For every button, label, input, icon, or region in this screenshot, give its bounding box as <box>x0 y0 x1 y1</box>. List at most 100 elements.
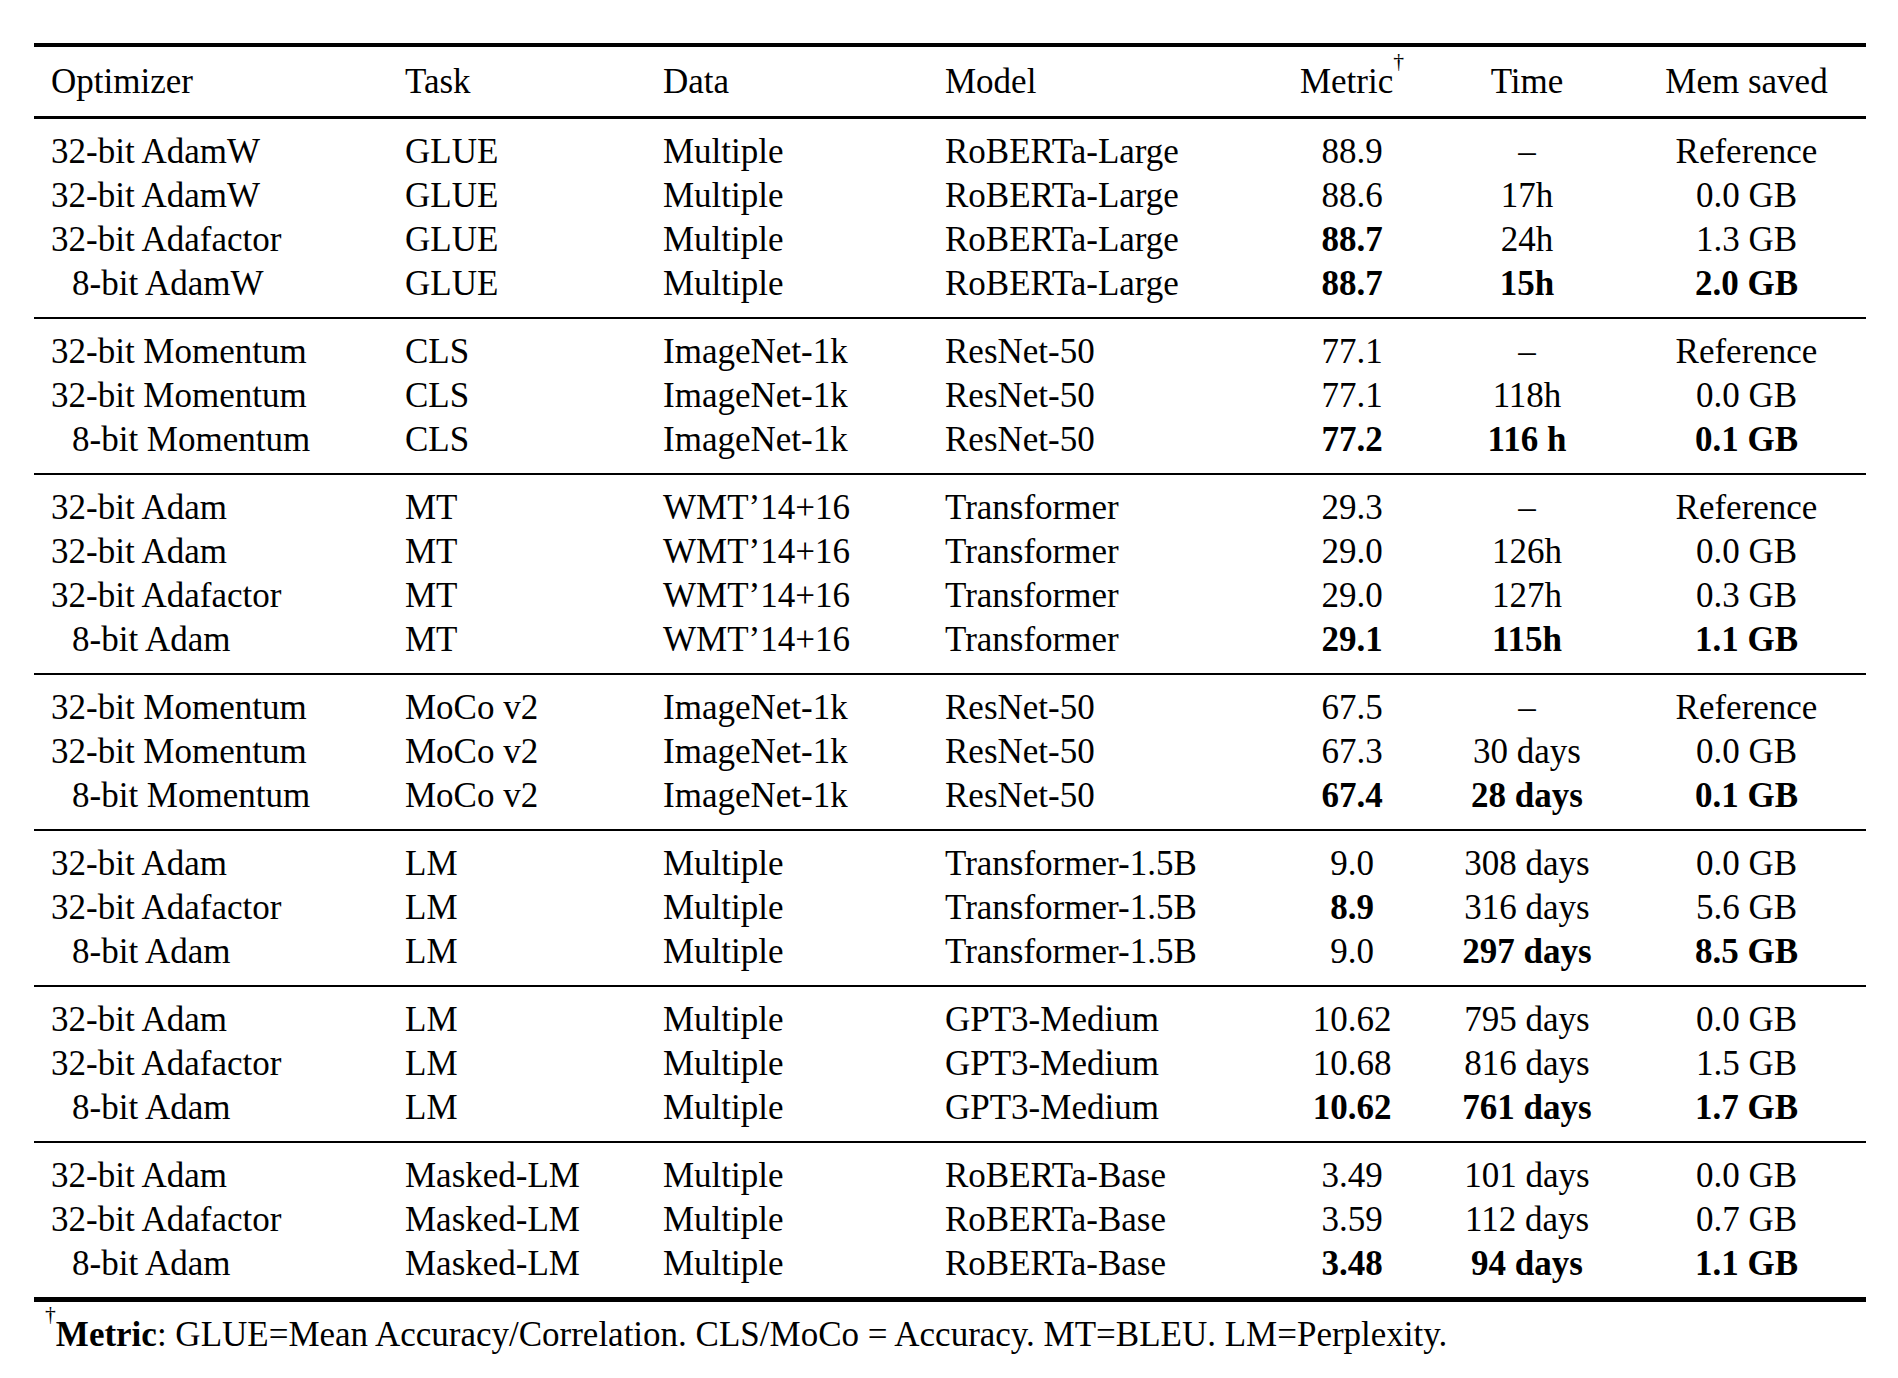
paper-table-page: Optimizer Task Data Model Metric† Time M… <box>0 0 1898 1378</box>
cell-time: 127h <box>1427 574 1627 618</box>
cell-mem-saved: Reference <box>1627 318 1866 374</box>
cell-metric: 29.0 <box>1277 530 1427 574</box>
row-group: 32-bit Momentum MoCo v2 ImageNet-1k ResN… <box>34 674 1866 830</box>
cell-optimizer: 32-bit Adafactor <box>34 218 405 262</box>
cell-model: ResNet-50 <box>945 674 1277 730</box>
cell-optimizer: 32-bit Momentum <box>34 730 405 774</box>
cell-model: RoBERTa-Base <box>945 1142 1277 1198</box>
cell-data: ImageNet-1k <box>663 774 945 830</box>
cell-model: ResNet-50 <box>945 318 1277 374</box>
cell-optimizer: 32-bit Adam <box>34 1142 405 1198</box>
cell-time: – <box>1427 118 1627 175</box>
table-row: 32-bit Adafactor Masked-LM Multiple RoBE… <box>34 1198 1866 1242</box>
cell-metric: 77.1 <box>1277 374 1427 418</box>
cell-task: MT <box>405 474 663 530</box>
cell-metric: 88.6 <box>1277 174 1427 218</box>
cell-data: ImageNet-1k <box>663 374 945 418</box>
cell-metric: 8.9 <box>1277 886 1427 930</box>
cell-model: Transformer <box>945 530 1277 574</box>
cell-optimizer: 8-bit Momentum <box>34 774 405 830</box>
cell-data: Multiple <box>663 218 945 262</box>
cell-time: 30 days <box>1427 730 1627 774</box>
cell-optimizer: 32-bit Adafactor <box>34 886 405 930</box>
cell-task: LM <box>405 1042 663 1086</box>
column-header-label: Mem saved <box>1665 62 1827 101</box>
cell-mem-saved: Reference <box>1627 118 1866 175</box>
table-row: 32-bit Momentum CLS ImageNet-1k ResNet-5… <box>34 318 1866 374</box>
cell-data: Multiple <box>663 830 945 886</box>
cell-optimizer: 32-bit Adam <box>34 530 405 574</box>
table-row: 8-bit Adam LM Multiple GPT3-Medium 10.62… <box>34 1086 1866 1142</box>
cell-time: 115h <box>1427 618 1627 674</box>
table-row: 8-bit AdamW GLUE Multiple RoBERTa-Large … <box>34 262 1866 318</box>
cell-model: Transformer-1.5B <box>945 886 1277 930</box>
cell-metric: 10.62 <box>1277 986 1427 1042</box>
table-row: 32-bit AdamW GLUE Multiple RoBERTa-Large… <box>34 118 1866 175</box>
cell-time: 816 days <box>1427 1042 1627 1086</box>
table-row: 32-bit Adafactor GLUE Multiple RoBERTa-L… <box>34 218 1866 262</box>
cell-task: MoCo v2 <box>405 774 663 830</box>
table-row: 32-bit Adam MT WMT’14+16 Transformer 29.… <box>34 530 1866 574</box>
cell-data: WMT’14+16 <box>663 474 945 530</box>
table-row: 8-bit Adam MT WMT’14+16 Transformer 29.1… <box>34 618 1866 674</box>
cell-optimizer: 8-bit AdamW <box>34 262 405 318</box>
column-header-label: Time <box>1491 62 1564 101</box>
cell-model: ResNet-50 <box>945 418 1277 474</box>
table-row: 8-bit Momentum CLS ImageNet-1k ResNet-50… <box>34 418 1866 474</box>
column-header-optimizer: Optimizer <box>34 45 405 118</box>
cell-data: Multiple <box>663 1198 945 1242</box>
cell-task: LM <box>405 886 663 930</box>
cell-model: RoBERTa-Base <box>945 1198 1277 1242</box>
table-row: 32-bit AdamW GLUE Multiple RoBERTa-Large… <box>34 174 1866 218</box>
cell-model: ResNet-50 <box>945 374 1277 418</box>
cell-data: ImageNet-1k <box>663 674 945 730</box>
table-row: 32-bit Momentum CLS ImageNet-1k ResNet-5… <box>34 374 1866 418</box>
cell-data: ImageNet-1k <box>663 318 945 374</box>
cell-metric: 88.7 <box>1277 218 1427 262</box>
cell-mem-saved: 0.0 GB <box>1627 1142 1866 1198</box>
cell-data: Multiple <box>663 174 945 218</box>
cell-data: Multiple <box>663 262 945 318</box>
cell-mem-saved: 0.0 GB <box>1627 530 1866 574</box>
cell-time: 118h <box>1427 374 1627 418</box>
header-row: Optimizer Task Data Model Metric† Time M… <box>34 45 1866 118</box>
cell-optimizer: 32-bit Adafactor <box>34 574 405 618</box>
cell-metric: 10.68 <box>1277 1042 1427 1086</box>
row-group: 32-bit Adam LM Multiple Transformer-1.5B… <box>34 830 1866 986</box>
column-header-data: Data <box>663 45 945 118</box>
table-row: 32-bit Adam LM Multiple Transformer-1.5B… <box>34 830 1866 886</box>
cell-model: RoBERTa-Large <box>945 118 1277 175</box>
cell-time: – <box>1427 474 1627 530</box>
cell-mem-saved: 2.0 GB <box>1627 262 1866 318</box>
column-header-label: Optimizer <box>51 62 193 101</box>
table-row: 32-bit Momentum MoCo v2 ImageNet-1k ResN… <box>34 730 1866 774</box>
footnote-dagger: † <box>45 1302 56 1326</box>
cell-mem-saved: 5.6 GB <box>1627 886 1866 930</box>
cell-metric: 3.59 <box>1277 1198 1427 1242</box>
cell-data: Multiple <box>663 886 945 930</box>
cell-time: – <box>1427 674 1627 730</box>
cell-mem-saved: 1.1 GB <box>1627 1242 1866 1300</box>
cell-optimizer: 8-bit Adam <box>34 930 405 986</box>
table-row: 8-bit Adam LM Multiple Transformer-1.5B … <box>34 930 1866 986</box>
cell-model: GPT3-Medium <box>945 1086 1277 1142</box>
cell-mem-saved: 0.0 GB <box>1627 830 1866 886</box>
cell-time: 101 days <box>1427 1142 1627 1198</box>
cell-model: Transformer-1.5B <box>945 830 1277 886</box>
cell-mem-saved: 0.1 GB <box>1627 774 1866 830</box>
row-group: 32-bit Adam MT WMT’14+16 Transformer 29.… <box>34 474 1866 674</box>
cell-time: 795 days <box>1427 986 1627 1042</box>
cell-data: Multiple <box>663 1042 945 1086</box>
cell-time: 28 days <box>1427 774 1627 830</box>
cell-metric: 29.0 <box>1277 574 1427 618</box>
table-row: 8-bit Momentum MoCo v2 ImageNet-1k ResNe… <box>34 774 1866 830</box>
cell-task: LM <box>405 930 663 986</box>
cell-mem-saved: 0.1 GB <box>1627 418 1866 474</box>
cell-task: MT <box>405 530 663 574</box>
cell-optimizer: 8-bit Adam <box>34 618 405 674</box>
cell-task: Masked-LM <box>405 1198 663 1242</box>
cell-time: 126h <box>1427 530 1627 574</box>
cell-mem-saved: Reference <box>1627 474 1866 530</box>
cell-metric: 29.1 <box>1277 618 1427 674</box>
cell-optimizer: 32-bit Adam <box>34 986 405 1042</box>
